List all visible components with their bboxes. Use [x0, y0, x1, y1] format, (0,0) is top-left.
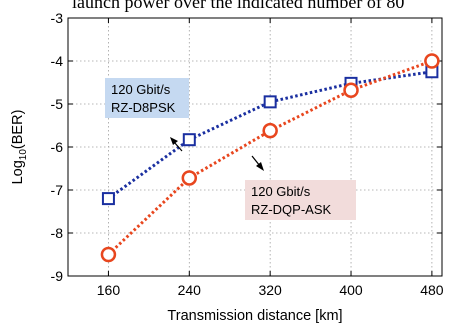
- series-0-point-2: [263, 95, 277, 109]
- y-axis-label-tail: (BER): [10, 110, 26, 149]
- label-dqpask-line1: 120 Gbit/s: [251, 184, 311, 199]
- axis-ticks: 160 240 320 400 480 -3 -4 -5 -6 -7 -8 -9: [51, 10, 444, 298]
- x-axis-label: Transmission distance [km]: [167, 308, 342, 324]
- label-dqpask-bg: [245, 180, 356, 220]
- y-tick-label-1: -4: [51, 53, 64, 69]
- x-tick-label-3: 400: [339, 282, 363, 298]
- chart-title: launch power over the indicated number o…: [72, 0, 405, 12]
- arrow-to-dqpask: [251, 155, 264, 171]
- series-0-point-1: [182, 133, 196, 147]
- y-axis-label: Log10(BER): [10, 110, 29, 185]
- svg-text:Log10(BER): Log10(BER): [10, 110, 29, 185]
- series-0-point-0: [101, 192, 115, 206]
- y-axis-label-main: Log: [10, 160, 26, 184]
- label-d8psk: 120 Gbit/s RZ-D8PSK: [105, 78, 189, 118]
- x-tick-label-4: 480: [420, 282, 444, 298]
- series-0-line: [107, 70, 433, 200]
- label-dqpask-line2: RZ-DQP-ASK: [251, 202, 332, 217]
- data-series: [100, 53, 440, 263]
- x-tick-label-0: 160: [97, 282, 121, 298]
- label-d8psk-line2: RZ-D8PSK: [111, 100, 176, 115]
- series-1-point-1: [181, 170, 198, 186]
- x-tick-label-1: 240: [178, 282, 202, 298]
- arrow-to-d8psk: [170, 137, 183, 152]
- y-axis-label-sub: 10: [18, 149, 29, 161]
- arrow-dqpask-head: [256, 162, 264, 171]
- y-tick-label-0: -3: [51, 10, 64, 26]
- y-tick-label-5: -8: [51, 225, 64, 241]
- x-tick-label-2: 320: [258, 282, 282, 298]
- series-1-point-2: [262, 122, 278, 139]
- label-d8psk-line1: 120 Gbit/s: [111, 82, 171, 97]
- series-1-point-0: [100, 246, 117, 263]
- label-dqpask: 120 Gbit/s RZ-DQP-ASK: [245, 180, 356, 220]
- y-tick-label-6: -9: [51, 268, 64, 284]
- arrow-d8psk-head: [170, 137, 178, 145]
- series-1-point-4: [424, 53, 440, 69]
- grid-lines: [68, 18, 442, 276]
- series-1-point-3: [343, 82, 359, 98]
- y-tick-label-4: -7: [51, 182, 64, 198]
- label-d8psk-bg: [105, 78, 189, 118]
- y-tick-label-2: -5: [51, 96, 64, 112]
- y-tick-label-3: -6: [51, 139, 64, 155]
- arrow-d8psk-shaft: [173, 141, 183, 152]
